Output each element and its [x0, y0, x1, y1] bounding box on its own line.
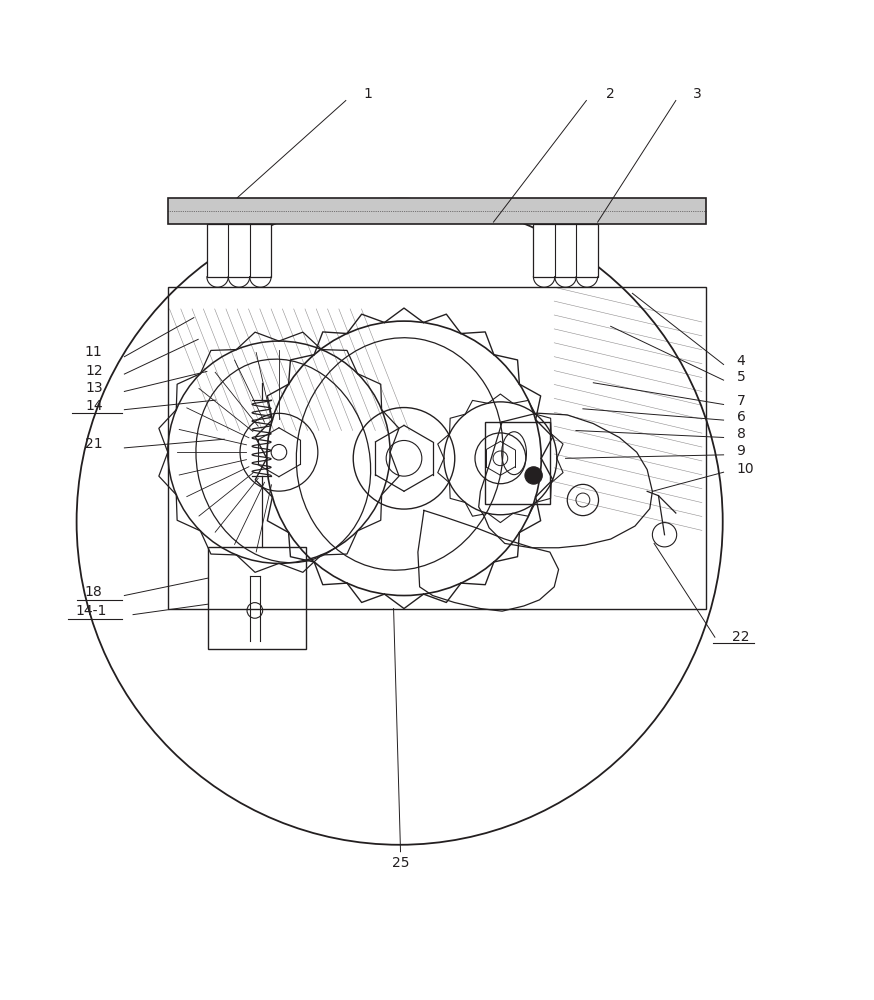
Text: 4: 4	[737, 354, 746, 368]
Bar	[533, 224, 598, 277]
Circle shape	[525, 467, 542, 484]
Text: 12: 12	[85, 364, 102, 378]
Text: 25: 25	[392, 856, 409, 870]
Text: 14-1: 14-1	[76, 604, 107, 618]
Text: 21: 21	[85, 437, 102, 451]
Bar	[485, 422, 550, 504]
Text: 9: 9	[737, 444, 746, 458]
Text: 7: 7	[737, 394, 746, 408]
Text: 13: 13	[85, 381, 102, 395]
Bar	[168, 198, 706, 224]
Bar	[208, 547, 306, 649]
Text: 2: 2	[607, 87, 615, 101]
Text: 8: 8	[737, 427, 746, 441]
Bar	[207, 224, 271, 277]
Text: 1: 1	[363, 87, 372, 101]
Text: 6: 6	[737, 410, 746, 424]
Text: 18: 18	[85, 585, 102, 599]
Text: 14: 14	[85, 399, 102, 413]
Text: 3: 3	[693, 87, 702, 101]
Text: 22: 22	[732, 630, 750, 644]
Text: 10: 10	[737, 462, 754, 476]
Text: 11: 11	[85, 345, 102, 359]
Bar	[168, 287, 706, 609]
Text: 5: 5	[737, 370, 746, 384]
